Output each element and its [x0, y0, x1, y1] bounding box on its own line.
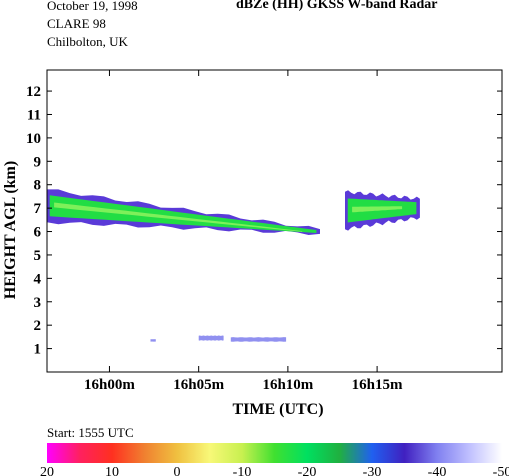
y-tick-label: 5 — [34, 248, 42, 264]
x-axis-label: TIME (UTC) — [232, 401, 323, 418]
echo-edge — [198, 335, 224, 341]
colorbar — [47, 443, 502, 463]
y-tick-label: 3 — [34, 295, 42, 311]
colorbar-label: -20 — [298, 465, 317, 476]
x-tick-label: 16h10m — [262, 377, 313, 393]
plot-frame — [46, 69, 503, 373]
y-tick-label: 1 — [34, 342, 42, 358]
echo-region — [198, 335, 224, 341]
echo-region — [150, 339, 156, 342]
echo-edge — [230, 337, 287, 342]
echo-core — [49, 195, 317, 233]
colorbar-label: -50 — [493, 465, 509, 476]
chart-title: dBZe (HH) GKSS W-band Radar — [236, 0, 438, 12]
echo-core — [347, 198, 417, 223]
plot-area — [47, 189, 420, 342]
echo-edge — [150, 339, 156, 342]
colorbar-label: 20 — [40, 465, 54, 476]
echo-peak — [352, 206, 403, 213]
y-tick-label: 11 — [27, 107, 41, 123]
echo-region — [345, 190, 420, 231]
x-tick-label: 16h05m — [173, 377, 224, 393]
header-campaign: CLARE 98 — [47, 16, 106, 31]
colorbar-label: -40 — [428, 465, 447, 476]
colorbar-label: -30 — [363, 465, 382, 476]
header-date: October 19, 1998 — [47, 0, 138, 13]
y-tick-label: 2 — [34, 318, 42, 334]
x-tick-label: 16h15m — [352, 377, 403, 393]
echo-peak — [54, 202, 303, 232]
y-tick-label: 6 — [34, 225, 42, 241]
colorbar-labels: 20 10 0 -10 -20 -30 -40 -50 — [40, 465, 509, 476]
colorbar-label: 10 — [105, 465, 119, 476]
x-tick-label: 16h00m — [84, 377, 135, 393]
y-tick-label: 12 — [26, 84, 41, 100]
echo-region — [47, 189, 320, 235]
y-tick-label: 9 — [34, 154, 42, 170]
y-axis-label: HEIGHT AGL (km) — [2, 161, 19, 299]
y-tick-label: 10 — [26, 131, 41, 147]
y-tick-label: 4 — [34, 271, 42, 287]
start-time-label: Start: 1555 UTC — [47, 425, 134, 440]
colorbar-label: -10 — [233, 465, 252, 476]
echo-region — [230, 337, 287, 342]
colorbar-label: 0 — [174, 465, 181, 476]
y-tick-label: 7 — [34, 201, 42, 217]
x-axis: 16h00m 16h05m 16h10m 16h15m — [84, 70, 403, 393]
header-location: Chilbolton, UK — [47, 34, 128, 49]
y-tick-label: 8 — [34, 178, 42, 194]
